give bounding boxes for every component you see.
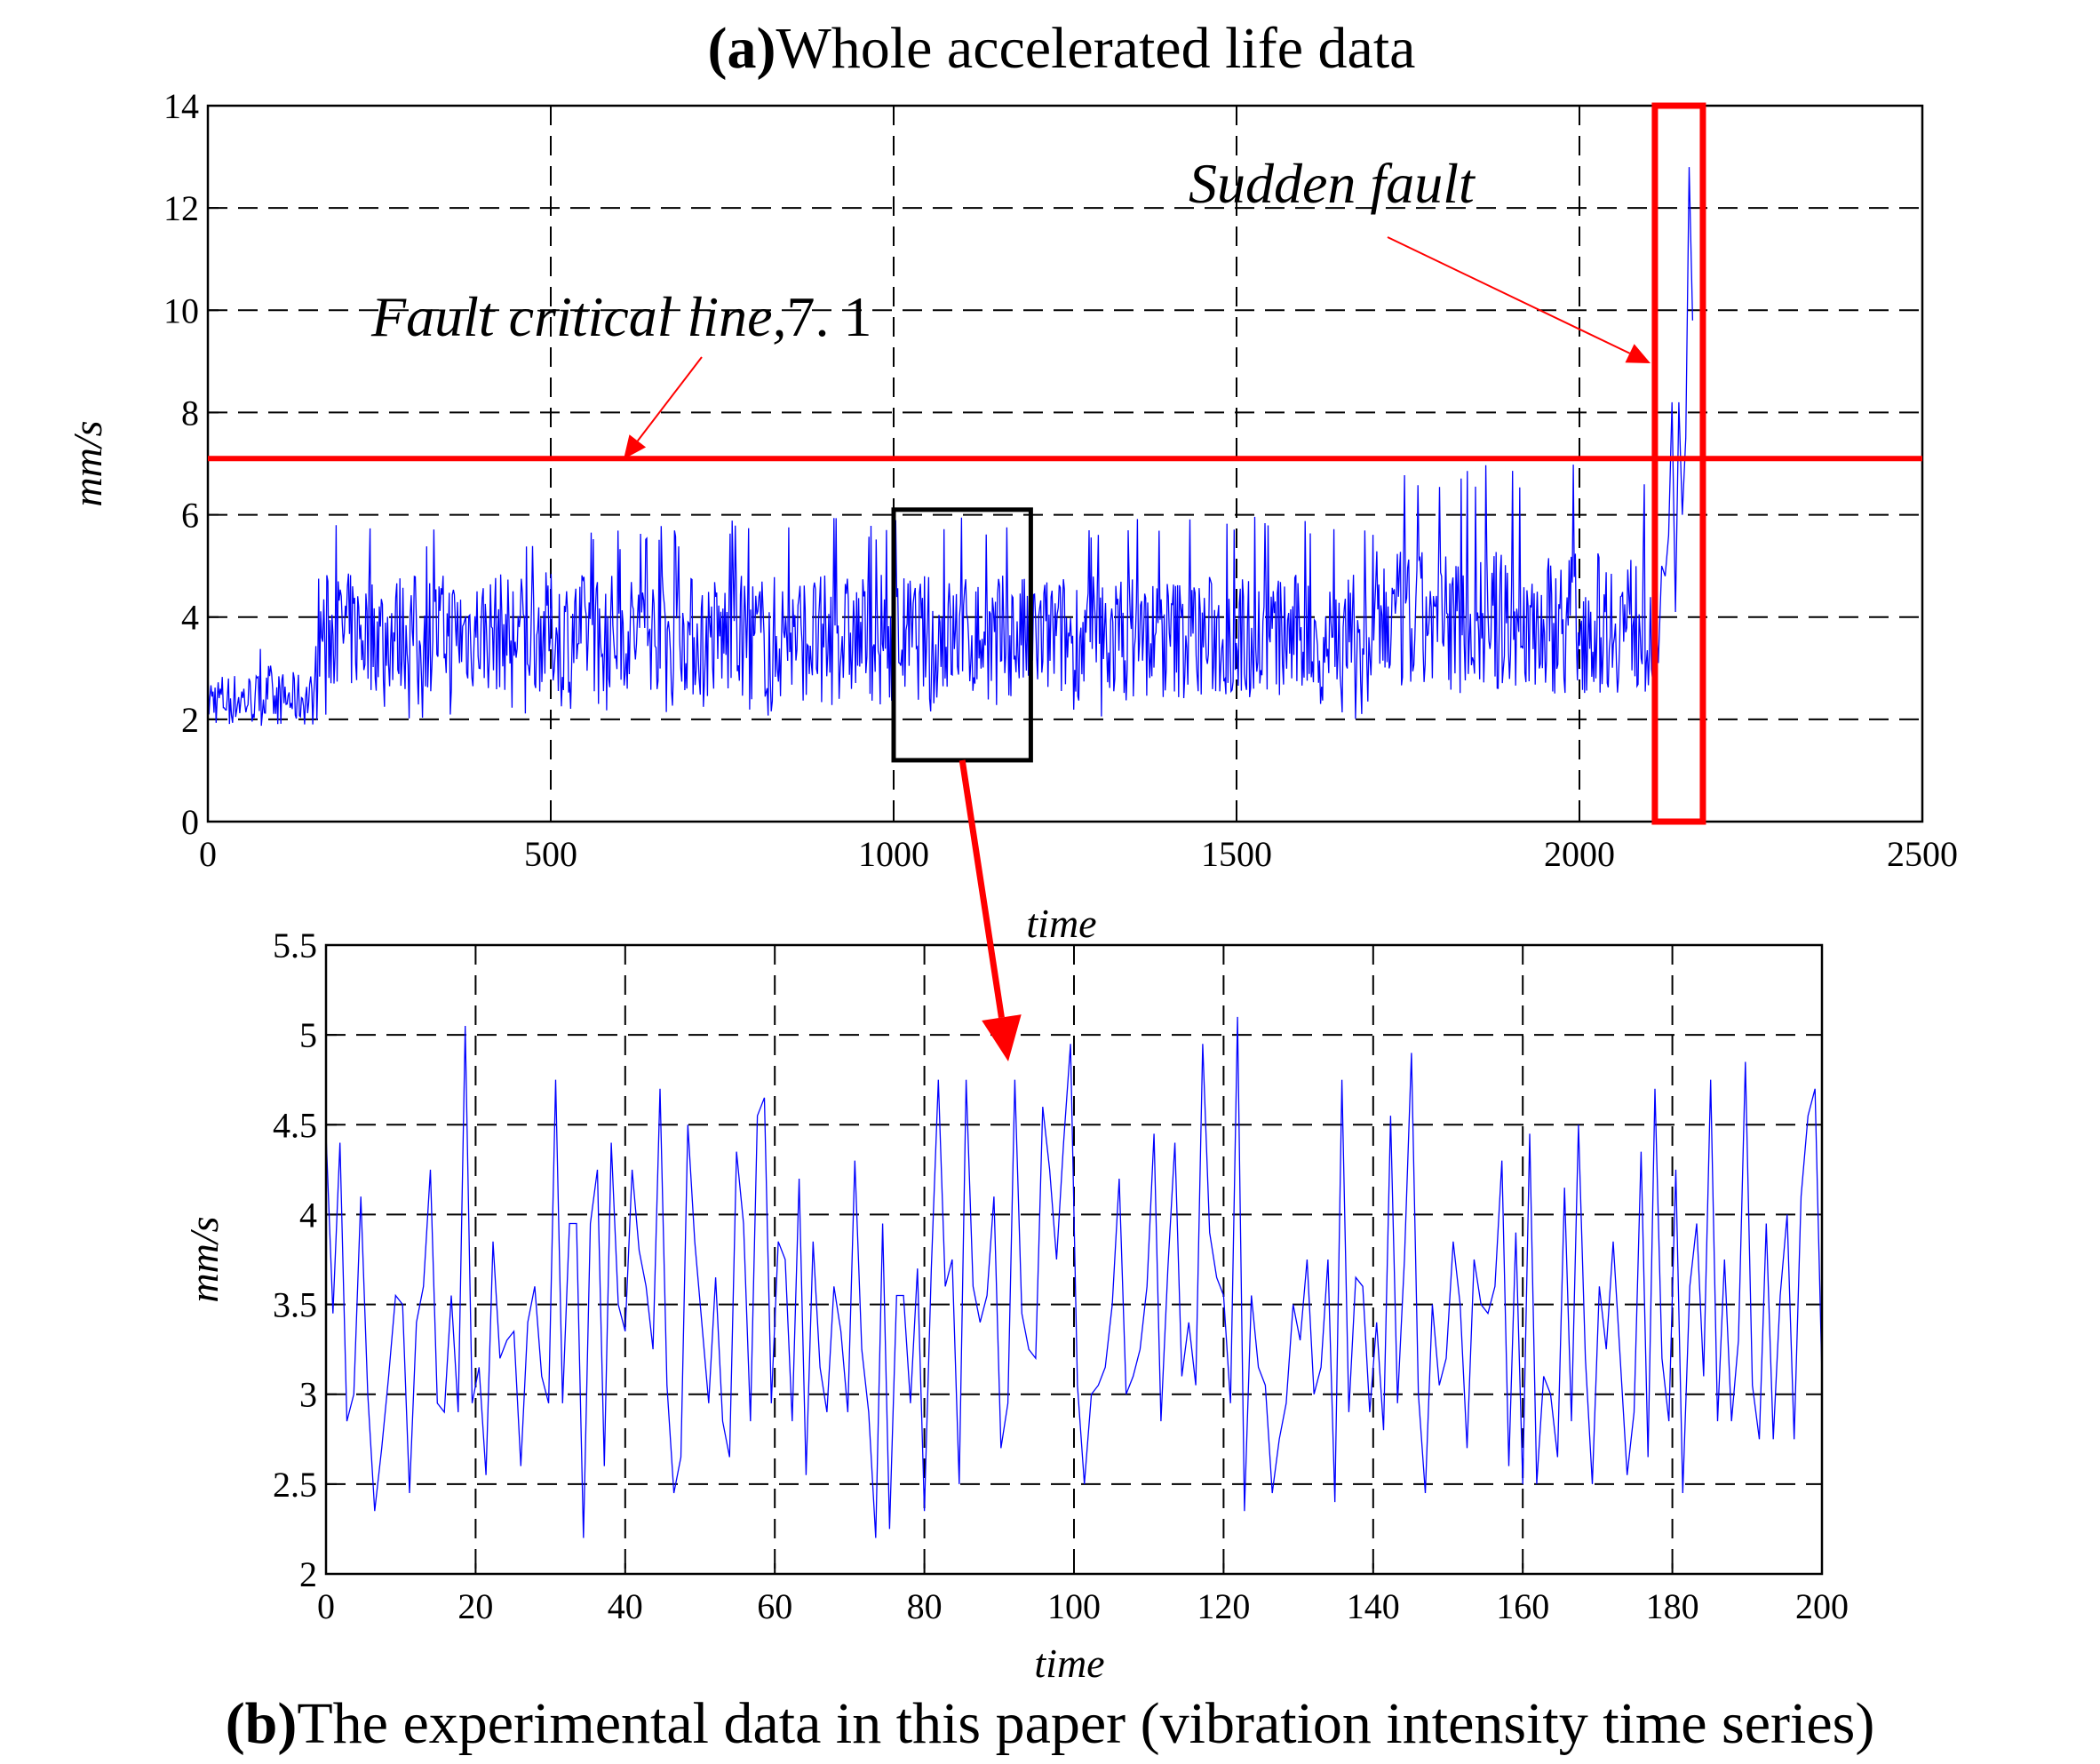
chart-a-x-tick-label: 500 [524,834,577,874]
chart-a-grid [207,105,1923,822]
chart-b-x-tick-label: 160 [1496,1586,1549,1626]
sudden-fault-arrow-shaft [1387,236,1630,354]
chart-b-series [325,1016,1823,1538]
chart-b-series-line [325,1016,1823,1538]
chart-b-y-tick-label: 2 [299,1554,317,1594]
chart-b-y-tick-label: 3.5 [273,1285,317,1325]
chart-b-x-tick-label: 140 [1347,1586,1400,1626]
caption-a-tag: (a) [708,16,776,81]
fault-line-arrow [624,356,703,459]
chart-b-y-tick-label: 4 [299,1195,317,1235]
chart-b: 0 20 40 60 80 100 120 140 160 180 200 2 2.5 3 3.5 4 4.5 5… [181,926,1849,1686]
chart-a-overlay [208,102,1922,825]
caption-a: (a)Whole accelerated life data [708,16,1416,81]
chart-b-x-tick-label: 20 [457,1586,493,1626]
caption-b: (b)The experimental data in this paper (… [226,1691,1875,1756]
fault-line-arrow-head [624,434,647,459]
chart-a-series [207,167,1694,727]
sudden-fault-arrow-head [1625,344,1651,363]
chart-a-y-tick-label: 2 [181,700,199,740]
chart-b-y-tick-label: 2.5 [273,1465,317,1505]
chart-b-x-tick-label: 40 [608,1586,643,1626]
chart-a: 0 500 1000 1500 2000 2500 0 2 4 6 8 10 12 14 mm/s tim… [65,86,1958,946]
sudden-fault-annotation: Sudden fault [1189,152,1476,215]
fault-critical-line-annotation: Fault critical line,7. 1 [370,285,871,348]
chart-b-grid [325,944,1823,1575]
chart-a-y-axis-label: mm/s [65,420,110,506]
chart-b-tick-labels: 0 20 40 60 80 100 120 140 160 180 200 2 2.5 3 3.5 4 4.5 5… [273,926,1849,1626]
fault-critical-line-label: Fault critical line, [370,285,786,348]
zoom-connector-arrow-head [982,1014,1022,1061]
chart-b-x-tick-label: 80 [907,1586,943,1626]
chart-b-frame [324,943,1824,1576]
chart-b-y-tick-label: 4.5 [273,1105,317,1145]
fault-line-arrow-shaft [637,356,703,441]
caption-a-text: Whole accelerated life data [776,16,1415,81]
zoom-connector-arrow-shaft [959,759,1005,1019]
chart-a-y-tick-label: 14 [163,86,199,126]
chart-b-y-tick-label: 5 [299,1015,317,1055]
chart-a-y-tick-label: 12 [163,188,199,228]
zoom-arrow [959,759,1022,1061]
chart-b-y-tick-label: 5.5 [273,926,317,965]
chart-a-x-axis-label: time [1026,901,1096,946]
zoom-connector-arrow [959,759,1022,1061]
caption-b-text: The experimental data in this paper (vib… [297,1691,1874,1756]
chart-a-y-tick-label: 0 [181,802,199,842]
chart-b-x-tick-label: 200 [1795,1586,1849,1626]
fault-critical-line-value: 7. 1 [786,285,871,348]
chart-a-x-tick-label: 1000 [858,834,929,874]
chart-b-x-tick-label: 180 [1646,1586,1699,1626]
chart-b-x-tick-label: 100 [1047,1586,1101,1626]
chart-b-y-axis-label: mm/s [181,1216,227,1302]
chart-b-x-axis-label: time [1034,1641,1104,1686]
sudden-fault-box [1651,102,1706,825]
chart-b-x-tick-label: 60 [757,1586,792,1626]
caption-b-tag: (b) [226,1691,298,1756]
chart-b-y-tick-label: 3 [299,1375,317,1415]
chart-b-x-tick-label: 120 [1197,1586,1250,1626]
chart-a-y-tick-label: 8 [181,393,199,433]
chart-a-x-tick-label: 2000 [1544,834,1615,874]
chart-a-frame [206,104,1924,823]
chart-a-tick-labels: 0 500 1000 1500 2000 2500 0 2 4 6 8 10 12 14 [163,86,1958,874]
chart-a-y-tick-label: 4 [181,598,199,638]
chart-a-x-tick-label: 0 [199,834,217,874]
chart-a-series-line [207,167,1694,727]
chart-a-x-tick-label: 1500 [1201,834,1272,874]
chart-a-y-tick-label: 6 [181,496,199,536]
chart-a-y-tick-label: 10 [163,290,199,330]
sudden-fault-arrow [1387,236,1651,363]
chart-b-x-tick-label: 0 [317,1586,335,1626]
chart-a-x-tick-label: 2500 [1887,834,1958,874]
